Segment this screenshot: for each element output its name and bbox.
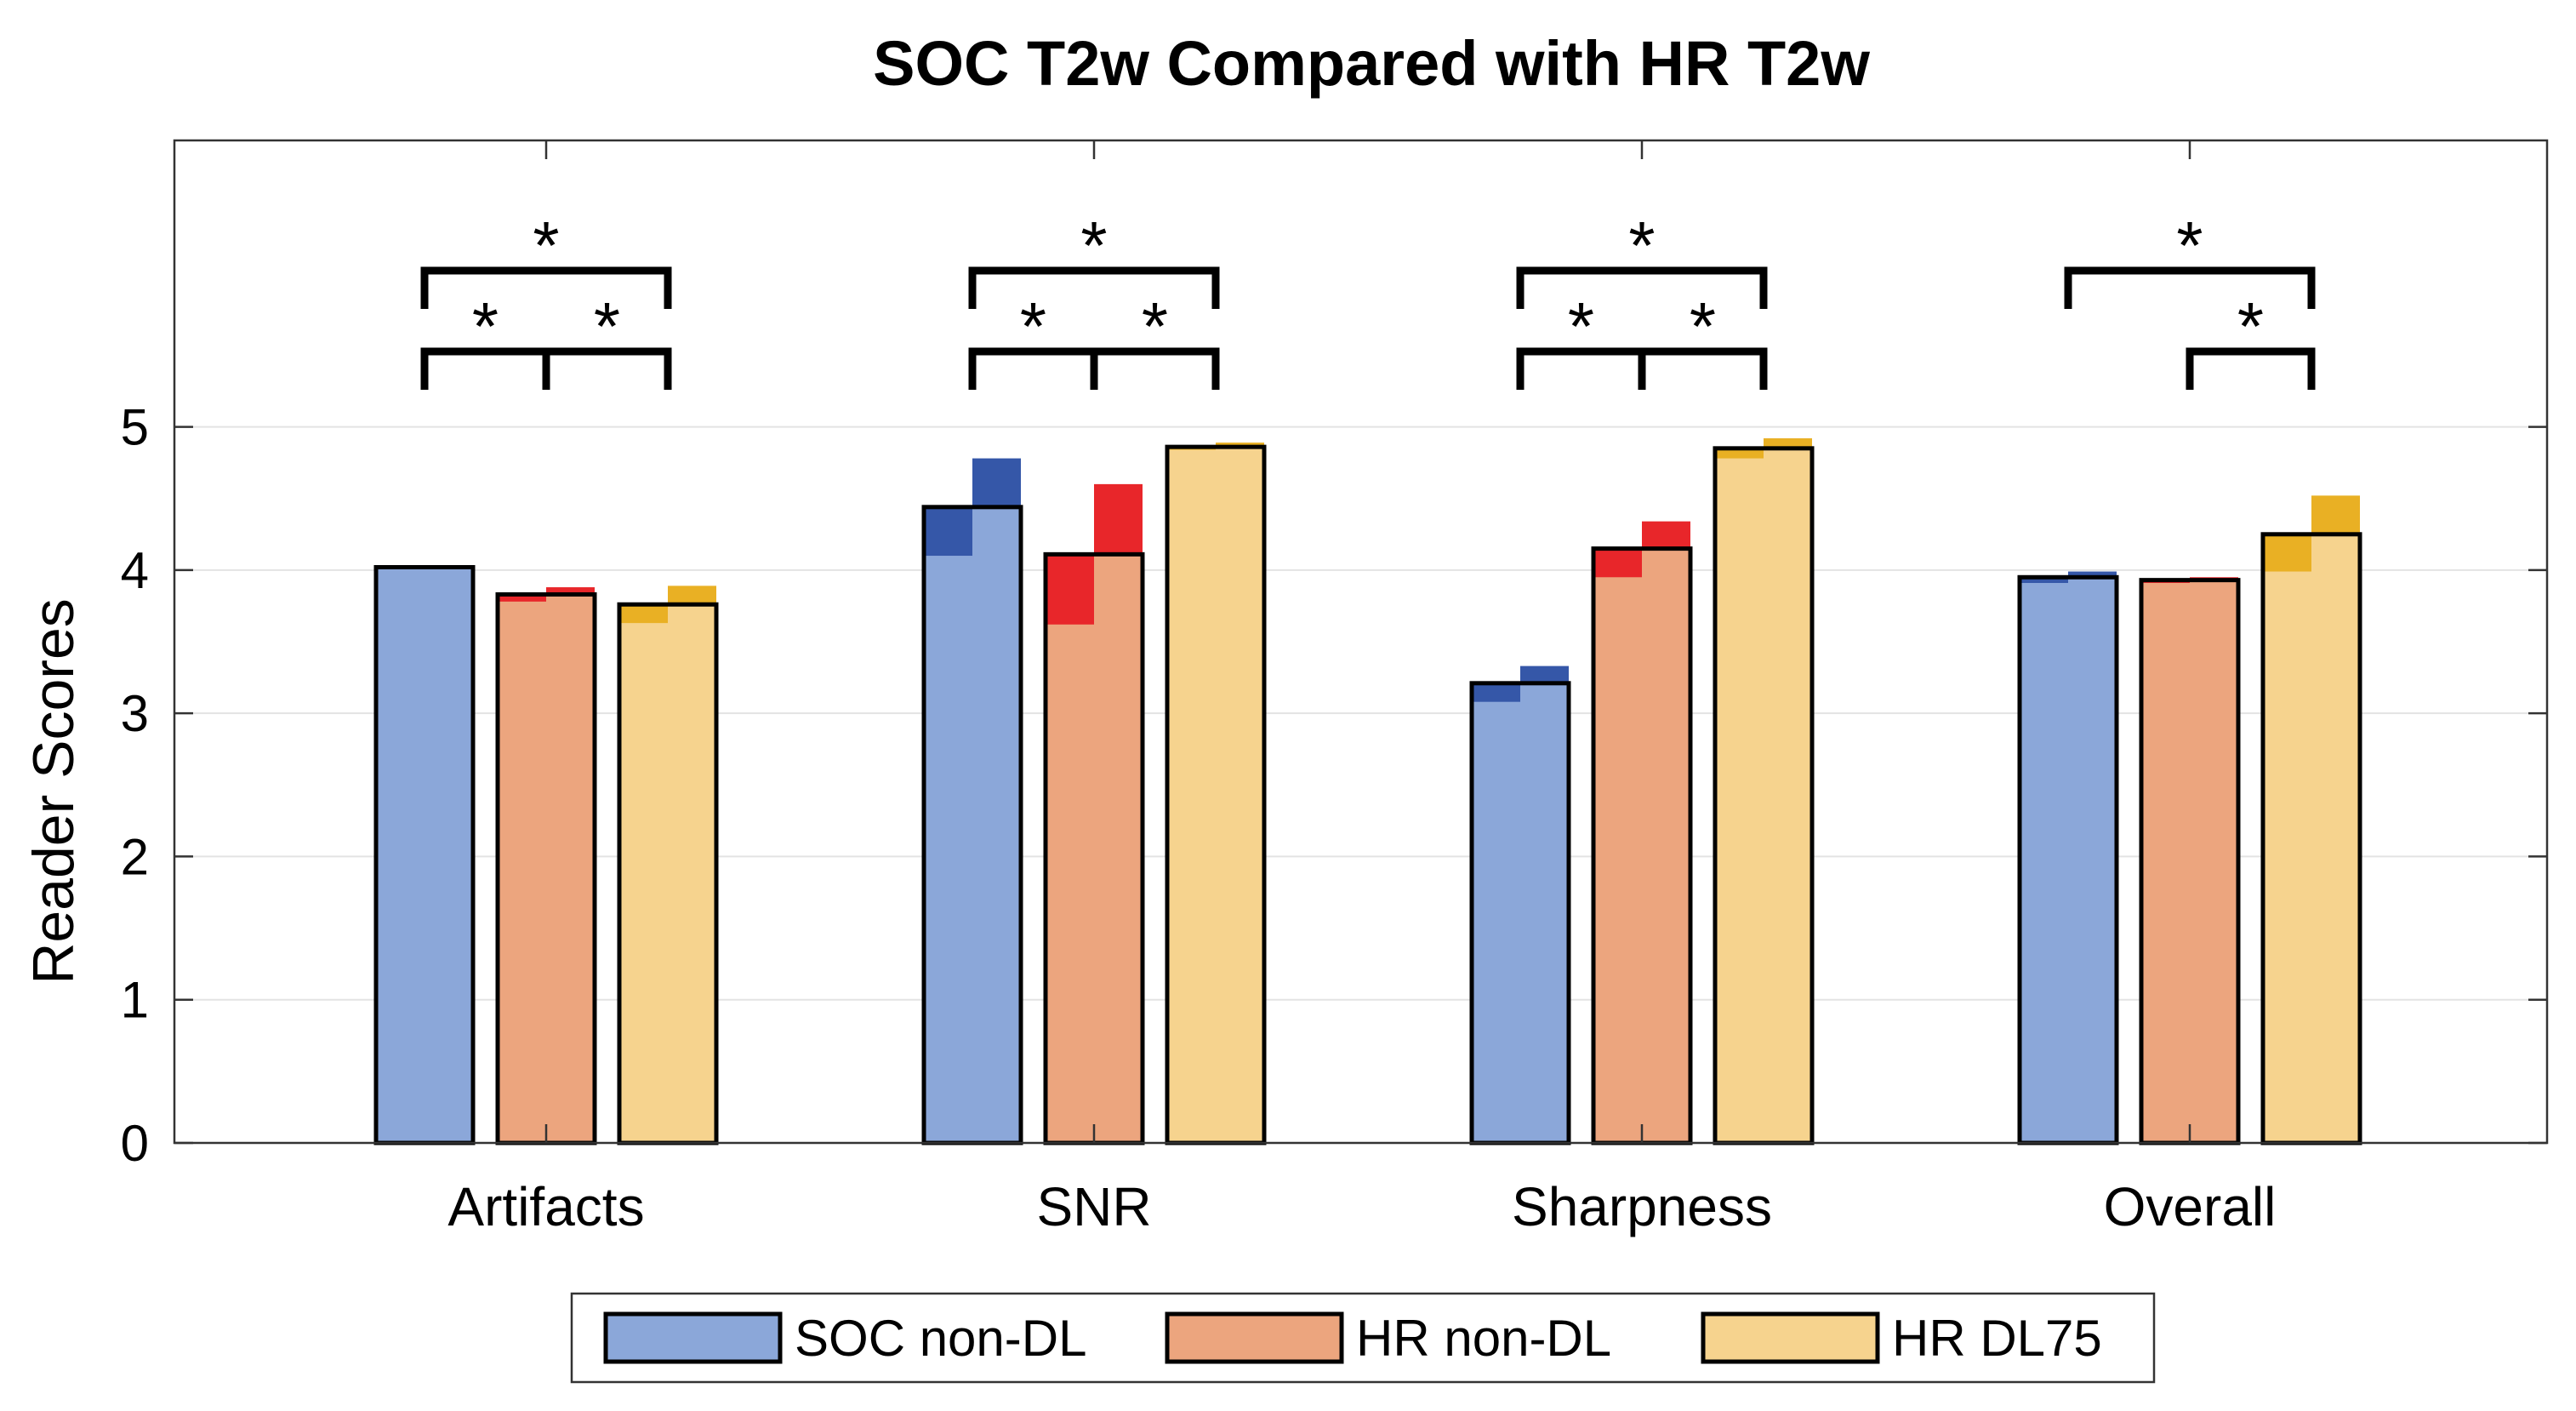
legend-label: HR DL75	[1892, 1310, 2102, 1367]
significance-bracket	[1638, 347, 1768, 390]
y-tick-label: 4	[121, 542, 149, 599]
legend-label: HR non-DL	[1356, 1310, 1611, 1367]
x-tick-label: Artifacts	[447, 1176, 644, 1237]
significance-bracket	[1090, 347, 1220, 390]
bar	[1046, 554, 1143, 1143]
bar	[924, 506, 1021, 1143]
y-axis-label: Reader Scores	[21, 598, 86, 985]
significance-group: * * *	[968, 208, 1220, 390]
range-lower	[924, 506, 972, 557]
significance-bracket	[2186, 347, 2316, 390]
y-tick-label: 2	[121, 828, 149, 885]
bar	[2263, 534, 2360, 1143]
x-tick-label: SNR	[1036, 1176, 1151, 1237]
range-lower	[2263, 534, 2311, 572]
y-tick-label: 3	[121, 685, 149, 742]
range-lower	[1715, 448, 1764, 459]
significance-group: * * *	[420, 208, 672, 390]
significance-group: * * *	[1516, 208, 1768, 390]
range-lower	[498, 594, 546, 602]
significance-star: *	[1080, 208, 1107, 283]
range-upper	[1094, 483, 1143, 555]
bars	[373, 438, 2362, 1145]
legend-box	[570, 1292, 2156, 1384]
legend-swatch	[603, 1311, 783, 1364]
significance-star: *	[1142, 288, 1168, 364]
range-lower	[1472, 683, 1520, 702]
axes: 0 1 2 3 4 5 Artifacts SNR Sharpness Overall	[121, 139, 2549, 1237]
significance-star: *	[2176, 208, 2203, 283]
x-tick-label: Overall	[2104, 1176, 2277, 1237]
significance-bracket	[420, 266, 672, 309]
legend: SOC non-DL HR non-DL HR DL75	[570, 1292, 2156, 1384]
y-tick-label: 5	[121, 399, 149, 456]
significance-star: *	[1568, 288, 1594, 364]
legend-swatch	[1165, 1311, 1344, 1364]
range-upper	[2311, 495, 2360, 534]
range-lower	[2020, 577, 2068, 584]
range-upper	[668, 586, 716, 605]
y-tick-label: 1	[121, 972, 149, 1029]
significance-star: *	[1020, 288, 1046, 364]
bar	[1593, 548, 1690, 1143]
significance-star: *	[533, 208, 559, 283]
range-upper	[1764, 438, 1812, 448]
range-lower	[619, 604, 668, 624]
bar	[1715, 448, 1812, 1143]
bar	[498, 594, 595, 1143]
significance-bracket	[968, 266, 1220, 309]
significance-star: *	[1628, 208, 1655, 283]
x-tick-label: Sharpness	[1512, 1176, 1772, 1237]
legend-item: SOC non-DL	[603, 1310, 1086, 1367]
bar	[1472, 683, 1569, 1143]
significance-star: *	[2237, 288, 2264, 364]
significance-bracket	[2064, 266, 2316, 309]
range-lower	[1046, 554, 1094, 625]
range-upper	[1642, 521, 1690, 549]
bar	[619, 604, 716, 1143]
significance-star: *	[1690, 288, 1716, 364]
significance-star: *	[472, 288, 499, 364]
range-upper	[972, 458, 1021, 507]
significance-star: *	[594, 288, 620, 364]
plot-frame	[173, 139, 2549, 1145]
significance-group: **	[2064, 208, 2316, 390]
bar	[376, 567, 473, 1143]
range-upper	[1216, 443, 1264, 448]
legend-label: SOC non-DL	[795, 1310, 1086, 1367]
significance-bracket	[1516, 266, 1768, 309]
bar	[2141, 580, 2238, 1143]
range-upper	[1520, 666, 1569, 683]
range-upper	[2068, 571, 2117, 578]
significance-brackets: * *** *** ****	[420, 208, 2316, 390]
y-tick-label: 0	[121, 1115, 149, 1172]
chart-title: SOC T2w Compared with HR T2w	[873, 28, 1870, 99]
significance-bracket	[542, 347, 672, 390]
legend-item: HR non-DL	[1165, 1310, 1611, 1367]
range-upper	[546, 587, 595, 595]
legend-item: HR DL75	[1701, 1310, 2102, 1367]
legend-swatch	[1701, 1311, 1880, 1364]
range-lower	[1593, 548, 1642, 578]
bar	[1167, 447, 1264, 1143]
bar	[2020, 577, 2117, 1143]
